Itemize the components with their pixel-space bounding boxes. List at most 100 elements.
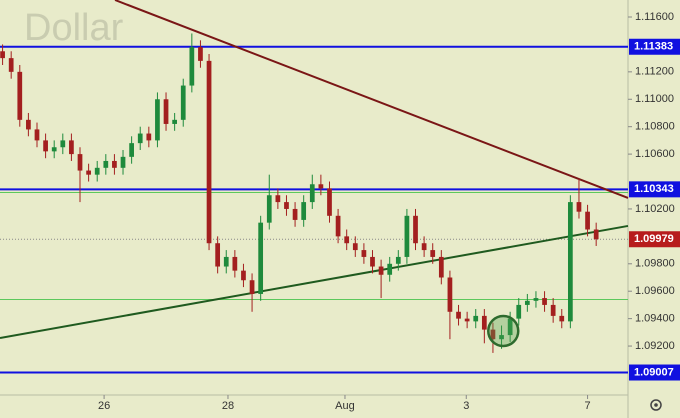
price-tag-label: 1.09979 <box>634 233 674 245</box>
candle-body <box>8 58 14 72</box>
candle-body <box>413 215 418 244</box>
candle-body <box>438 256 444 278</box>
y-tick-label: 1.09600 <box>635 285 675 297</box>
settings-icon[interactable] <box>650 399 662 411</box>
y-tick-label: 1.11200 <box>635 66 674 78</box>
price-tag-label: 1.11383 <box>634 41 673 53</box>
y-tick-label: 1.11000 <box>635 93 674 105</box>
candle-body <box>137 133 143 144</box>
x-tick-label: 7 <box>585 400 591 412</box>
price-tag <box>629 181 680 198</box>
candle-body <box>524 300 530 305</box>
candle-body <box>507 318 513 336</box>
candle-body <box>112 160 117 168</box>
candle-body <box>258 222 264 294</box>
settings-hub[interactable] <box>654 403 658 407</box>
candle-body <box>447 277 453 312</box>
candle-body <box>146 133 152 141</box>
trendline <box>114 0 629 199</box>
candle-body <box>576 202 582 212</box>
y-tick-label: 1.11600 <box>635 11 674 23</box>
candle-body <box>335 215 341 237</box>
candle-body <box>215 243 221 267</box>
y-tick-label: 1.10800 <box>635 121 675 133</box>
candle-body <box>266 195 272 223</box>
candle-body <box>103 160 109 168</box>
settings-gear[interactable] <box>650 399 662 411</box>
candle-body <box>60 140 66 148</box>
candle-body <box>344 236 350 244</box>
candle-body <box>232 256 238 271</box>
candle-body <box>370 256 375 267</box>
candle-body <box>585 211 590 230</box>
price-tag <box>629 364 680 381</box>
candle-body <box>516 304 522 319</box>
candle-body <box>223 256 229 267</box>
candle-body <box>94 167 100 175</box>
candle-body <box>387 263 393 275</box>
candle-body <box>430 250 436 257</box>
y-tick-label: 1.10600 <box>635 148 675 160</box>
candle-body <box>533 298 539 301</box>
candle-body <box>17 71 23 120</box>
candle-body <box>361 250 367 257</box>
candle-body <box>51 147 57 152</box>
candle-body <box>172 119 178 124</box>
candle-body <box>550 304 556 316</box>
candle-body <box>378 266 384 275</box>
candle-body <box>404 215 410 257</box>
candle-body <box>26 119 31 130</box>
candle-body <box>292 208 298 220</box>
y-tick-label: 1.09800 <box>635 258 675 270</box>
candle-body <box>309 184 315 203</box>
candle-body <box>275 195 281 203</box>
candle-body <box>559 315 565 322</box>
candle-body <box>542 298 547 305</box>
candle-body <box>249 280 255 294</box>
x-tick-label: 3 <box>463 400 469 412</box>
candle-body <box>464 318 470 322</box>
candle-body <box>481 315 487 330</box>
candle-body <box>456 311 461 319</box>
x-tick-label: Aug <box>335 400 355 412</box>
price-tag-label: 1.10343 <box>634 183 674 195</box>
candle-body <box>43 140 48 152</box>
candle-body <box>241 270 246 281</box>
annotation-circle <box>487 314 520 348</box>
candle-body <box>0 51 5 59</box>
price-tag <box>629 38 680 55</box>
candle-body <box>77 154 83 171</box>
candle-body <box>120 156 126 168</box>
candle-body <box>34 129 40 141</box>
candle-body <box>567 202 573 322</box>
candle-body <box>86 170 91 175</box>
y-tick-label: 1.10200 <box>635 203 675 215</box>
candle-body <box>473 315 479 322</box>
candle-body <box>163 99 169 124</box>
watermark: Dollar <box>24 7 124 49</box>
price-tag-label: 1.09007 <box>634 366 674 378</box>
candle-body <box>206 60 212 244</box>
candle-body <box>189 47 195 86</box>
trendline <box>0 224 629 339</box>
candle-body <box>284 202 289 209</box>
candle-body <box>490 329 496 340</box>
candle-body <box>352 243 358 251</box>
y-tick-label: 1.09200 <box>635 340 675 352</box>
candle-body <box>155 99 160 141</box>
candle-body <box>327 188 332 216</box>
candle-body <box>395 256 401 264</box>
price-tag <box>629 231 680 248</box>
candle-body <box>593 229 599 240</box>
candle-body <box>301 202 307 220</box>
candle-body <box>198 47 203 61</box>
x-tick-label: 26 <box>98 400 110 412</box>
candle-body <box>421 243 427 251</box>
candle-body <box>499 335 504 340</box>
candle-body <box>69 140 74 155</box>
y-tick-label: 1.09400 <box>635 313 675 325</box>
x-tick-label: 28 <box>222 400 234 412</box>
